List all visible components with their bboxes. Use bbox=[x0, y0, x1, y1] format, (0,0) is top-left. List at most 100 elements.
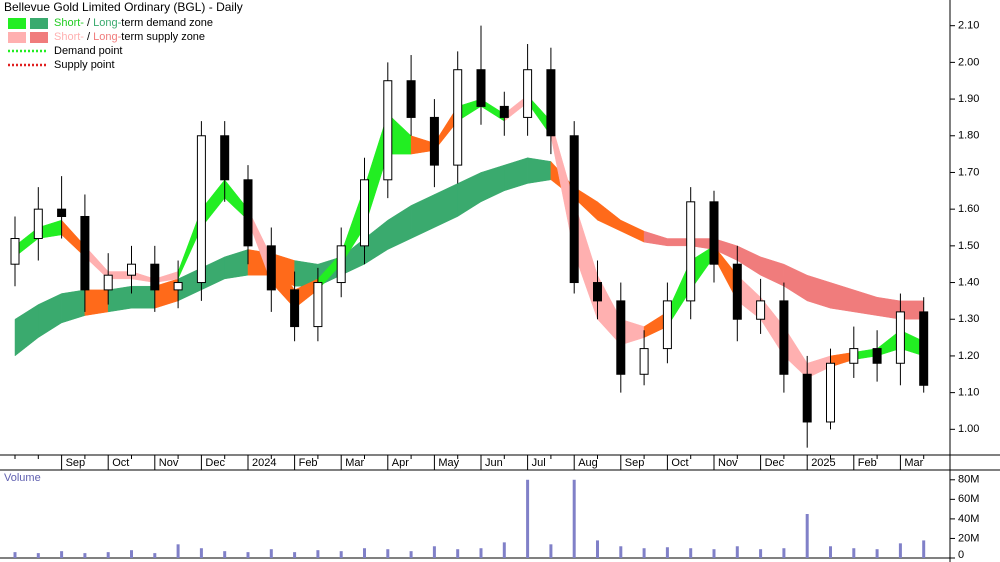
legend-part: Demand point bbox=[54, 45, 123, 57]
x-tick-label: 2024 bbox=[252, 457, 276, 469]
volume-bar bbox=[596, 540, 599, 558]
candle-body bbox=[523, 69, 533, 118]
candle-body bbox=[546, 69, 556, 137]
y-tick-label: 1.80 bbox=[958, 130, 979, 142]
volume-bar bbox=[712, 549, 716, 558]
volume-bar bbox=[922, 540, 926, 558]
volume-bar bbox=[572, 479, 576, 558]
y-tick-label: 40M bbox=[958, 513, 979, 525]
candle-body bbox=[127, 263, 136, 276]
y-tick-label: 80M bbox=[958, 474, 979, 486]
legend-part: Short-#ffb0b0 bbox=[54, 31, 84, 43]
candle-body bbox=[756, 300, 766, 320]
y-tick-label: 1.00 bbox=[958, 423, 979, 435]
legend-part: / bbox=[84, 31, 93, 43]
zone-band bbox=[84, 289, 109, 316]
x-tick-label: Oct bbox=[671, 457, 688, 469]
legend-swatch bbox=[8, 32, 26, 43]
volume-bar bbox=[83, 553, 87, 558]
candle-body bbox=[103, 274, 113, 291]
x-tick-label: 2025 bbox=[811, 457, 835, 469]
legend-swatch bbox=[30, 32, 48, 43]
volume-bar bbox=[316, 550, 320, 558]
volume-bar bbox=[642, 548, 646, 558]
volume-bar bbox=[199, 548, 203, 558]
candle-body bbox=[639, 348, 649, 375]
legend-part: Long-#3aaa6e bbox=[93, 17, 121, 29]
candle-body bbox=[220, 135, 230, 181]
x-tick-label: Sep bbox=[66, 457, 86, 469]
x-tick-label: Oct bbox=[112, 457, 129, 469]
x-tick-label: Apr bbox=[392, 457, 409, 469]
legend-part: term supply zone bbox=[121, 31, 205, 43]
legend-text: Demand point bbox=[54, 45, 123, 57]
x-tick-label: Nov bbox=[718, 457, 738, 469]
volume-bar bbox=[176, 544, 180, 558]
y-tick-label: 2.10 bbox=[958, 20, 979, 32]
y-tick-label: 1.20 bbox=[958, 350, 979, 362]
x-tick-label: Jun bbox=[485, 457, 503, 469]
volume-bar bbox=[619, 546, 623, 558]
candle-body bbox=[826, 362, 835, 423]
candle-body bbox=[709, 201, 719, 265]
legend-text: Supply point bbox=[54, 59, 115, 71]
volume-bar bbox=[782, 548, 786, 558]
y-tick-label: 20M bbox=[958, 532, 979, 544]
volume-bar bbox=[36, 553, 40, 558]
volume-bar bbox=[106, 552, 110, 558]
legend-text: Short-#22cc22 / Long-#3aaa6eterm demand … bbox=[54, 17, 213, 29]
legend-swatch bbox=[8, 18, 26, 29]
volume-bar bbox=[223, 551, 227, 558]
y-tick-label: 1.50 bbox=[958, 240, 979, 252]
x-tick-label: Aug bbox=[578, 457, 598, 469]
volume-bar bbox=[735, 546, 739, 558]
x-tick-label: Dec bbox=[205, 457, 225, 469]
volume-bar bbox=[130, 550, 133, 558]
candle-body bbox=[383, 80, 393, 181]
volume-bar bbox=[269, 549, 273, 558]
x-tick-label: Jul bbox=[532, 457, 546, 469]
y-tick-label: 1.40 bbox=[958, 276, 979, 288]
volume-bar bbox=[665, 547, 669, 558]
candle-body bbox=[313, 282, 323, 328]
candle-body bbox=[569, 135, 579, 284]
x-tick-label: May bbox=[438, 457, 459, 469]
volume-bar bbox=[852, 548, 856, 558]
y-tick-label: 1.60 bbox=[958, 203, 979, 215]
candle-body bbox=[686, 201, 696, 302]
candle-body bbox=[499, 105, 509, 118]
volume-bar bbox=[689, 548, 693, 558]
candle-body bbox=[476, 69, 486, 107]
candle-body bbox=[10, 238, 20, 265]
volume-bar bbox=[759, 549, 763, 558]
legend-part: Short-#22cc22 bbox=[54, 17, 84, 29]
volume-bar bbox=[409, 551, 413, 558]
x-tick-label: Mar bbox=[345, 457, 364, 469]
x-tick-label: Feb bbox=[299, 457, 318, 469]
volume-bar bbox=[875, 549, 879, 558]
candle-body bbox=[196, 135, 206, 284]
candle-body bbox=[406, 80, 416, 118]
candle-body bbox=[779, 300, 789, 375]
candle-body bbox=[895, 311, 905, 364]
volume-title: Volume bbox=[4, 472, 41, 484]
volume-bar bbox=[386, 549, 390, 558]
candle-body bbox=[243, 179, 253, 247]
candle-body bbox=[336, 245, 346, 284]
legend-part: / bbox=[84, 17, 93, 29]
volume-bar bbox=[363, 548, 366, 558]
candle-body bbox=[80, 215, 90, 291]
legend-text: Short-#ffb0b0 / Long-#f07c7cterm supply … bbox=[54, 31, 205, 43]
volume-bar bbox=[898, 543, 902, 558]
y-tick-label: 1.70 bbox=[958, 166, 979, 178]
y-tick-label: 2.00 bbox=[958, 56, 979, 68]
candle-body bbox=[802, 373, 812, 423]
volume-bar bbox=[829, 546, 832, 558]
chart-title: Bellevue Gold Limited Ordinary (BGL) - D… bbox=[4, 0, 243, 14]
candle-body bbox=[919, 311, 929, 386]
volume-bar bbox=[526, 479, 530, 558]
legend-part: Supply point bbox=[54, 59, 115, 71]
legend-part: term demand zone bbox=[121, 17, 213, 29]
y-tick-label: 1.30 bbox=[958, 313, 979, 325]
